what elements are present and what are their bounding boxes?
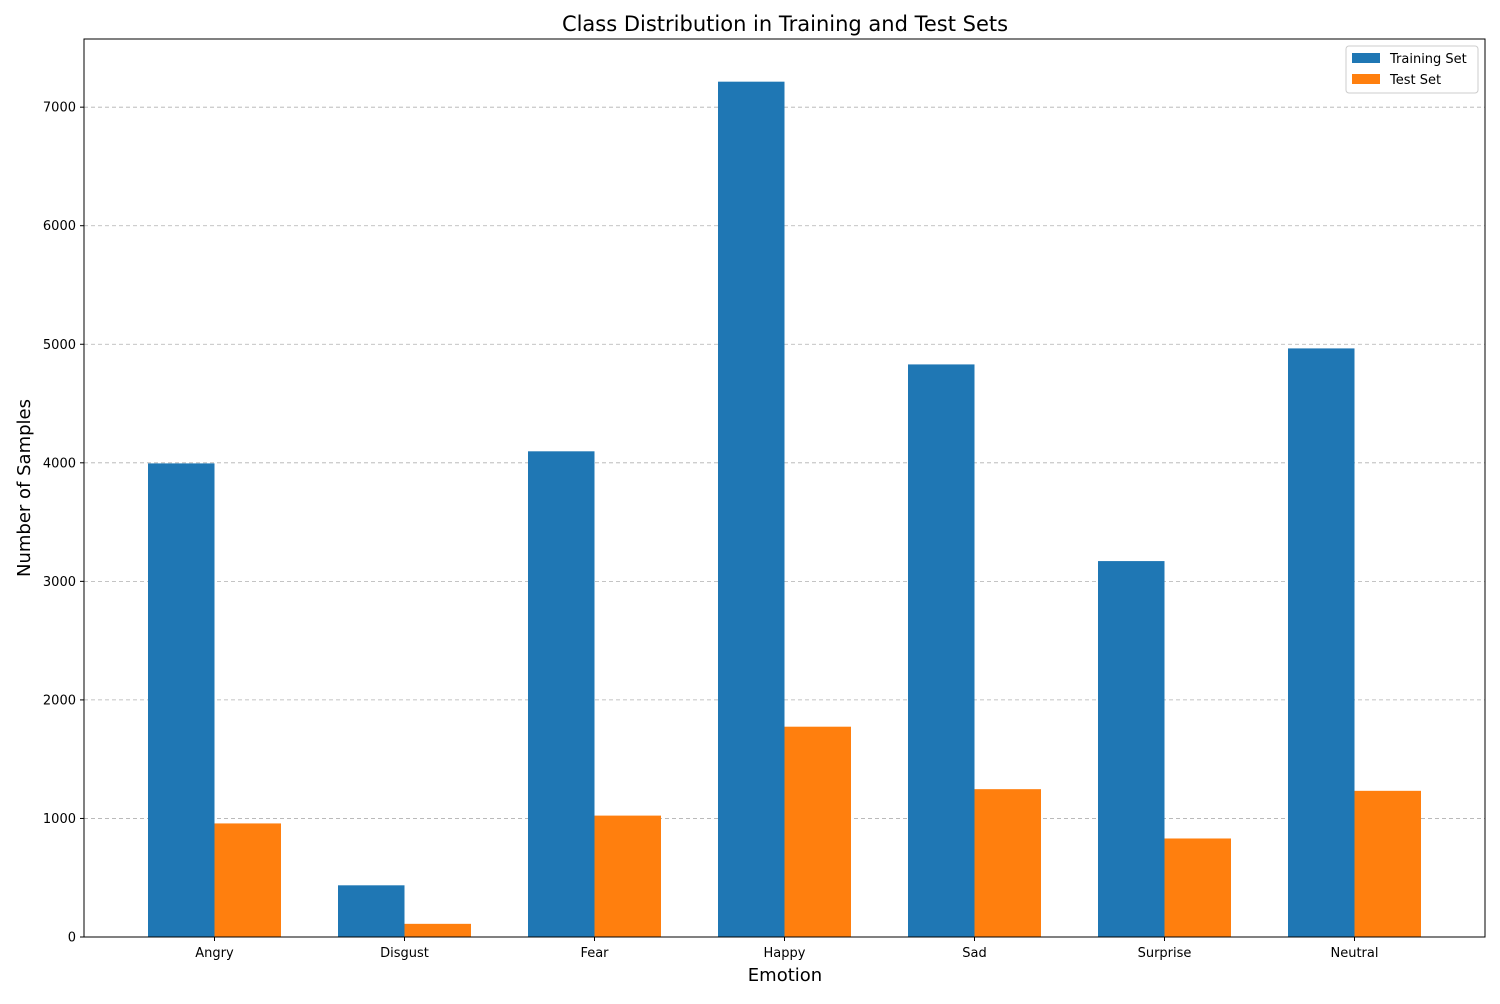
bar-test-set-disgust xyxy=(404,923,471,937)
legend-swatch-training-set xyxy=(1352,53,1380,63)
bar-training-set-surprise xyxy=(1098,561,1165,937)
legend-label-training-set: Training Set xyxy=(1389,52,1467,67)
y-axis: 0 1000 2000 3000 4000 5000 6000 7000 xyxy=(43,101,84,946)
bar-test-set-angry xyxy=(214,823,281,937)
x-tick-label-angry: Angry xyxy=(195,946,234,961)
x-tick-label-happy: Happy xyxy=(764,946,806,961)
y-tick-label-5000: 5000 xyxy=(43,338,76,353)
bar-test-set-surprise xyxy=(1164,838,1231,937)
x-tick-label-fear: Fear xyxy=(580,946,609,961)
bar-training-set-happy xyxy=(718,81,785,937)
bar-training-set-sad xyxy=(908,364,975,938)
bar-test-set-happy xyxy=(784,726,851,937)
y-tick-label-4000: 4000 xyxy=(43,456,76,471)
y-tick-label-0: 0 xyxy=(68,931,76,946)
x-tick-label-neutral: Neutral xyxy=(1331,946,1379,961)
y-tick-label-1000: 1000 xyxy=(43,812,76,827)
legend-swatch-test-set xyxy=(1352,74,1380,84)
y-tick-label-6000: 6000 xyxy=(43,219,76,234)
x-tick-label-surprise: Surprise xyxy=(1138,946,1192,961)
x-axis-label: Emotion xyxy=(748,965,822,986)
bar-training-set-neutral xyxy=(1288,348,1355,937)
bar-test-set-neutral xyxy=(1354,790,1421,937)
bar-training-set-disgust xyxy=(338,885,405,937)
y-tick-label-2000: 2000 xyxy=(43,693,76,708)
y-axis-label: Number of Samples xyxy=(14,399,35,577)
bars xyxy=(148,81,1421,938)
bar-training-set-angry xyxy=(148,463,215,937)
y-tick-label-3000: 3000 xyxy=(43,575,76,590)
x-tick-label-disgust: Disgust xyxy=(380,946,429,961)
bar-training-set-fear xyxy=(528,451,595,937)
x-axis: Angry Disgust Fear Happy Sad Surprise Neutral xyxy=(195,937,1378,961)
bar-test-set-sad xyxy=(974,789,1041,937)
bar-test-set-fear xyxy=(594,815,661,937)
x-tick-label-sad: Sad xyxy=(962,946,986,961)
legend: Training Set Test Set xyxy=(1345,45,1479,94)
chart-title: Class Distribution in Training and Test … xyxy=(562,12,1008,36)
y-tick-label-7000: 7000 xyxy=(43,101,76,116)
legend-label-test-set: Test Set xyxy=(1389,73,1441,88)
